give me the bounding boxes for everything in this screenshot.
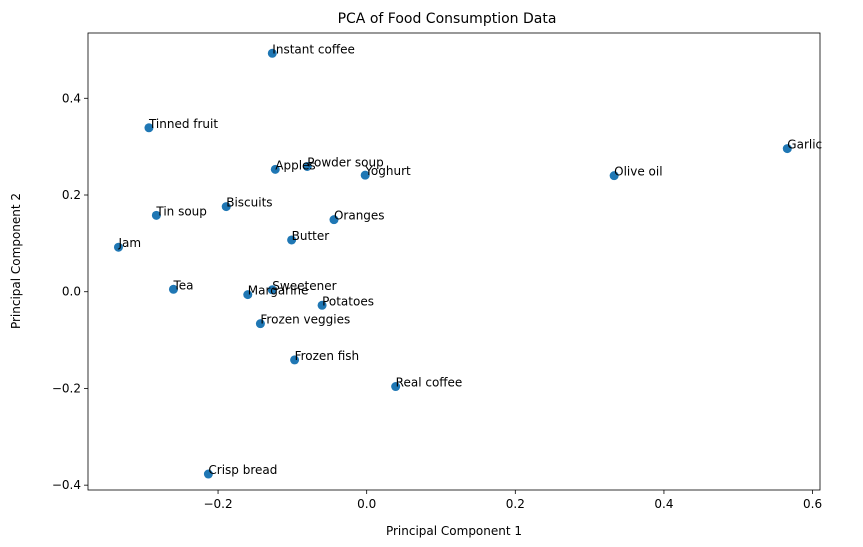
y-axis-ticks: −0.4 −0.2 0.0 0.2 0.4 (52, 91, 88, 492)
data-point (317, 300, 327, 310)
data-point (287, 235, 297, 245)
data-point-label: Biscuits (226, 196, 272, 210)
data-point (329, 215, 339, 225)
data-point-label: Olive oil (614, 165, 662, 179)
y-tick-label: 0.2 (62, 188, 81, 202)
data-point-label: Margarine (248, 284, 309, 298)
data-point (391, 382, 401, 392)
data-point (221, 202, 231, 212)
data-point (267, 285, 277, 295)
x-tick-label: −0.2 (203, 497, 232, 511)
data-point (360, 170, 370, 180)
data-point-label: Frozen veggies (260, 313, 350, 327)
data-point-label: Potatoes (322, 294, 374, 308)
x-tick-label: 0.0 (357, 497, 376, 511)
data-point (270, 164, 280, 174)
plot-area (88, 33, 820, 490)
data-point-label: Powder soup (307, 155, 384, 169)
data-point (609, 171, 619, 181)
data-point-label: Butter (292, 229, 330, 243)
data-point (203, 469, 213, 479)
data-point-label: Tea (172, 278, 193, 292)
data-point (243, 290, 253, 300)
y-tick-label: −0.2 (52, 381, 81, 395)
y-tick-label: 0.0 (62, 285, 81, 299)
data-point (302, 161, 312, 171)
data-point-label: Tin soup (155, 204, 207, 218)
y-tick-label: −0.4 (52, 478, 81, 492)
x-axis-label: Principal Component 1 (386, 524, 522, 538)
data-point-label: Instant coffee (272, 42, 355, 56)
chart-title: PCA of Food Consumption Data (338, 11, 557, 27)
data-point-label: Tinned fruit (148, 117, 218, 131)
data-point (151, 210, 161, 220)
x-axis-ticks: −0.2 0.0 0.2 0.4 0.6 (203, 490, 822, 511)
y-tick-label: 0.4 (62, 91, 81, 105)
data-point-label: Crisp bread (208, 463, 277, 477)
data-point (255, 319, 265, 329)
y-axis-label: Principal Component 2 (9, 193, 23, 329)
data-point (267, 48, 277, 58)
data-point (290, 355, 300, 365)
data-point-label: Real coffee (396, 376, 463, 390)
plot-frame (87, 32, 821, 491)
data-point-label: Apples (275, 158, 315, 172)
data-point (144, 123, 154, 133)
data-point-label: Jam (117, 236, 141, 250)
data-point-label: Yoghurt (364, 164, 411, 178)
x-tick-label: 0.6 (803, 497, 822, 511)
data-point (782, 144, 792, 154)
data-point-label: Oranges (334, 209, 385, 223)
data-point-label: Garlic (787, 138, 822, 152)
data-point (168, 284, 178, 294)
x-tick-label: 0.2 (506, 497, 525, 511)
data-point (113, 242, 123, 252)
x-tick-label: 0.4 (654, 497, 673, 511)
data-point-label: Frozen fish (295, 349, 360, 363)
data-point-label: Sweetener (272, 279, 336, 293)
data-points (113, 48, 792, 479)
